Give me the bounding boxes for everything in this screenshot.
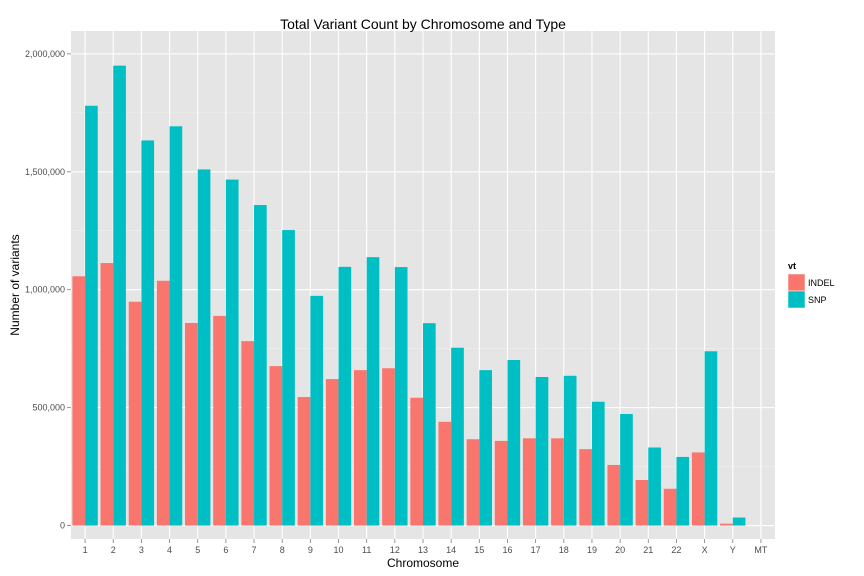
bar-snp-13 [423, 323, 436, 526]
bar-indel-10 [325, 379, 339, 526]
x-tick-label: 6 [223, 545, 228, 555]
x-tick-label: 10 [334, 545, 344, 555]
bar-snp-8 [282, 230, 295, 526]
x-axis-title: Chromosome [387, 556, 459, 570]
bars [72, 65, 746, 526]
x-tick-label: 5 [195, 545, 200, 555]
x-tick-label: 2 [111, 545, 116, 555]
bar-indel-6 [213, 315, 226, 526]
x-tick-label: 14 [446, 545, 456, 555]
bar-indel-4 [156, 280, 170, 526]
x-tick-label: X [702, 545, 708, 555]
y-axis-title: Number of variants [8, 234, 22, 335]
bar-snp-4 [169, 126, 183, 526]
x-tick-label: 4 [167, 545, 172, 555]
bar-indel-19 [579, 449, 592, 526]
bar-indel-5 [185, 322, 198, 526]
bar-snp-21 [648, 447, 661, 526]
bar-indel-15 [466, 439, 480, 526]
bar-indel-8 [269, 366, 283, 526]
x-tick-label: 9 [308, 545, 313, 555]
bar-indel-2 [100, 263, 114, 526]
x-tick-label: 19 [587, 545, 597, 555]
x-tick-label: 12 [390, 545, 400, 555]
x-tick-label: MT [754, 545, 767, 555]
y-tick-label: 2,000,000 [25, 49, 65, 59]
bar-indel-18 [551, 438, 564, 526]
bar-indel-13 [410, 397, 423, 526]
x-tick-label: 3 [139, 545, 144, 555]
bar-indel-21 [635, 480, 649, 526]
x-tick-label: 20 [615, 545, 625, 555]
bar-snp-x [704, 351, 718, 526]
legend: vt INDEL SNP [787, 261, 835, 309]
legend-label-snp: SNP [808, 295, 827, 305]
bar-snp-15 [479, 370, 492, 526]
bar-snp-22 [676, 456, 690, 526]
bar-indel-17 [522, 438, 536, 526]
y-tick-label: 500,000 [32, 403, 65, 413]
bar-snp-19 [591, 401, 605, 526]
bar-snp-7 [254, 205, 267, 526]
y-axis: 0 500,000 1,000,000 1,500,000 2,000,000 [25, 49, 71, 531]
bar-indel-3 [128, 301, 142, 526]
bar-indel-12 [382, 368, 395, 526]
bar-snp-17 [535, 376, 549, 526]
bar-indel-x [691, 452, 705, 526]
bar-indel-22 [663, 488, 677, 526]
bar-indel-14 [438, 421, 452, 526]
x-tick-label: 13 [418, 545, 428, 555]
x-tick-label: 11 [362, 545, 371, 555]
bar-snp-5 [197, 169, 211, 526]
bar-snp-16 [507, 359, 521, 526]
bar-snp-12 [394, 267, 408, 526]
x-axis: 1 2 3 4 5 6 7 8 9 10 11 12 13 14 15 16 17 18 19 20 21 22 X Y MT [83, 539, 768, 555]
x-tick-label: 21 [643, 545, 653, 555]
bar-snp-6 [225, 179, 239, 526]
x-tick-label: 18 [559, 545, 569, 555]
x-tick-label: 16 [502, 545, 512, 555]
bar-snp-10 [338, 266, 352, 526]
bar-indel-y [720, 523, 733, 526]
y-tick-label: 0 [60, 521, 65, 531]
x-tick-label: 7 [252, 545, 257, 555]
bar-snp-2 [113, 65, 126, 526]
x-tick-label: Y [730, 545, 736, 555]
bar-indel-16 [494, 440, 508, 526]
bar-indel-9 [297, 397, 311, 526]
bar-snp-1 [85, 105, 98, 526]
x-tick-label: 1 [83, 545, 88, 555]
legend-title: vt [788, 261, 796, 271]
bar-snp-11 [366, 257, 380, 526]
bar-snp-20 [620, 414, 633, 526]
y-tick-label: 1,000,000 [25, 285, 65, 295]
x-tick-label: 8 [280, 545, 285, 555]
y-tick-label: 1,500,000 [25, 167, 65, 177]
legend-key-snp [787, 290, 806, 309]
bar-snp-9 [310, 295, 324, 526]
bar-indel-7 [241, 341, 255, 526]
x-tick-label: 22 [671, 545, 681, 555]
bar-snp-14 [451, 347, 464, 526]
bar-indel-11 [354, 370, 367, 526]
bar-snp-3 [141, 140, 155, 526]
chart-title: Total Variant Count by Chromosome and Ty… [280, 16, 566, 32]
legend-key-indel [787, 273, 806, 292]
bar-indel-20 [607, 464, 621, 526]
x-tick-label: 15 [474, 545, 484, 555]
legend-label-indel: INDEL [808, 278, 835, 288]
bar-indel-1 [72, 276, 86, 526]
x-tick-label: 17 [531, 545, 541, 555]
bar-snp-18 [563, 375, 577, 526]
bar-snp-y [732, 517, 746, 526]
